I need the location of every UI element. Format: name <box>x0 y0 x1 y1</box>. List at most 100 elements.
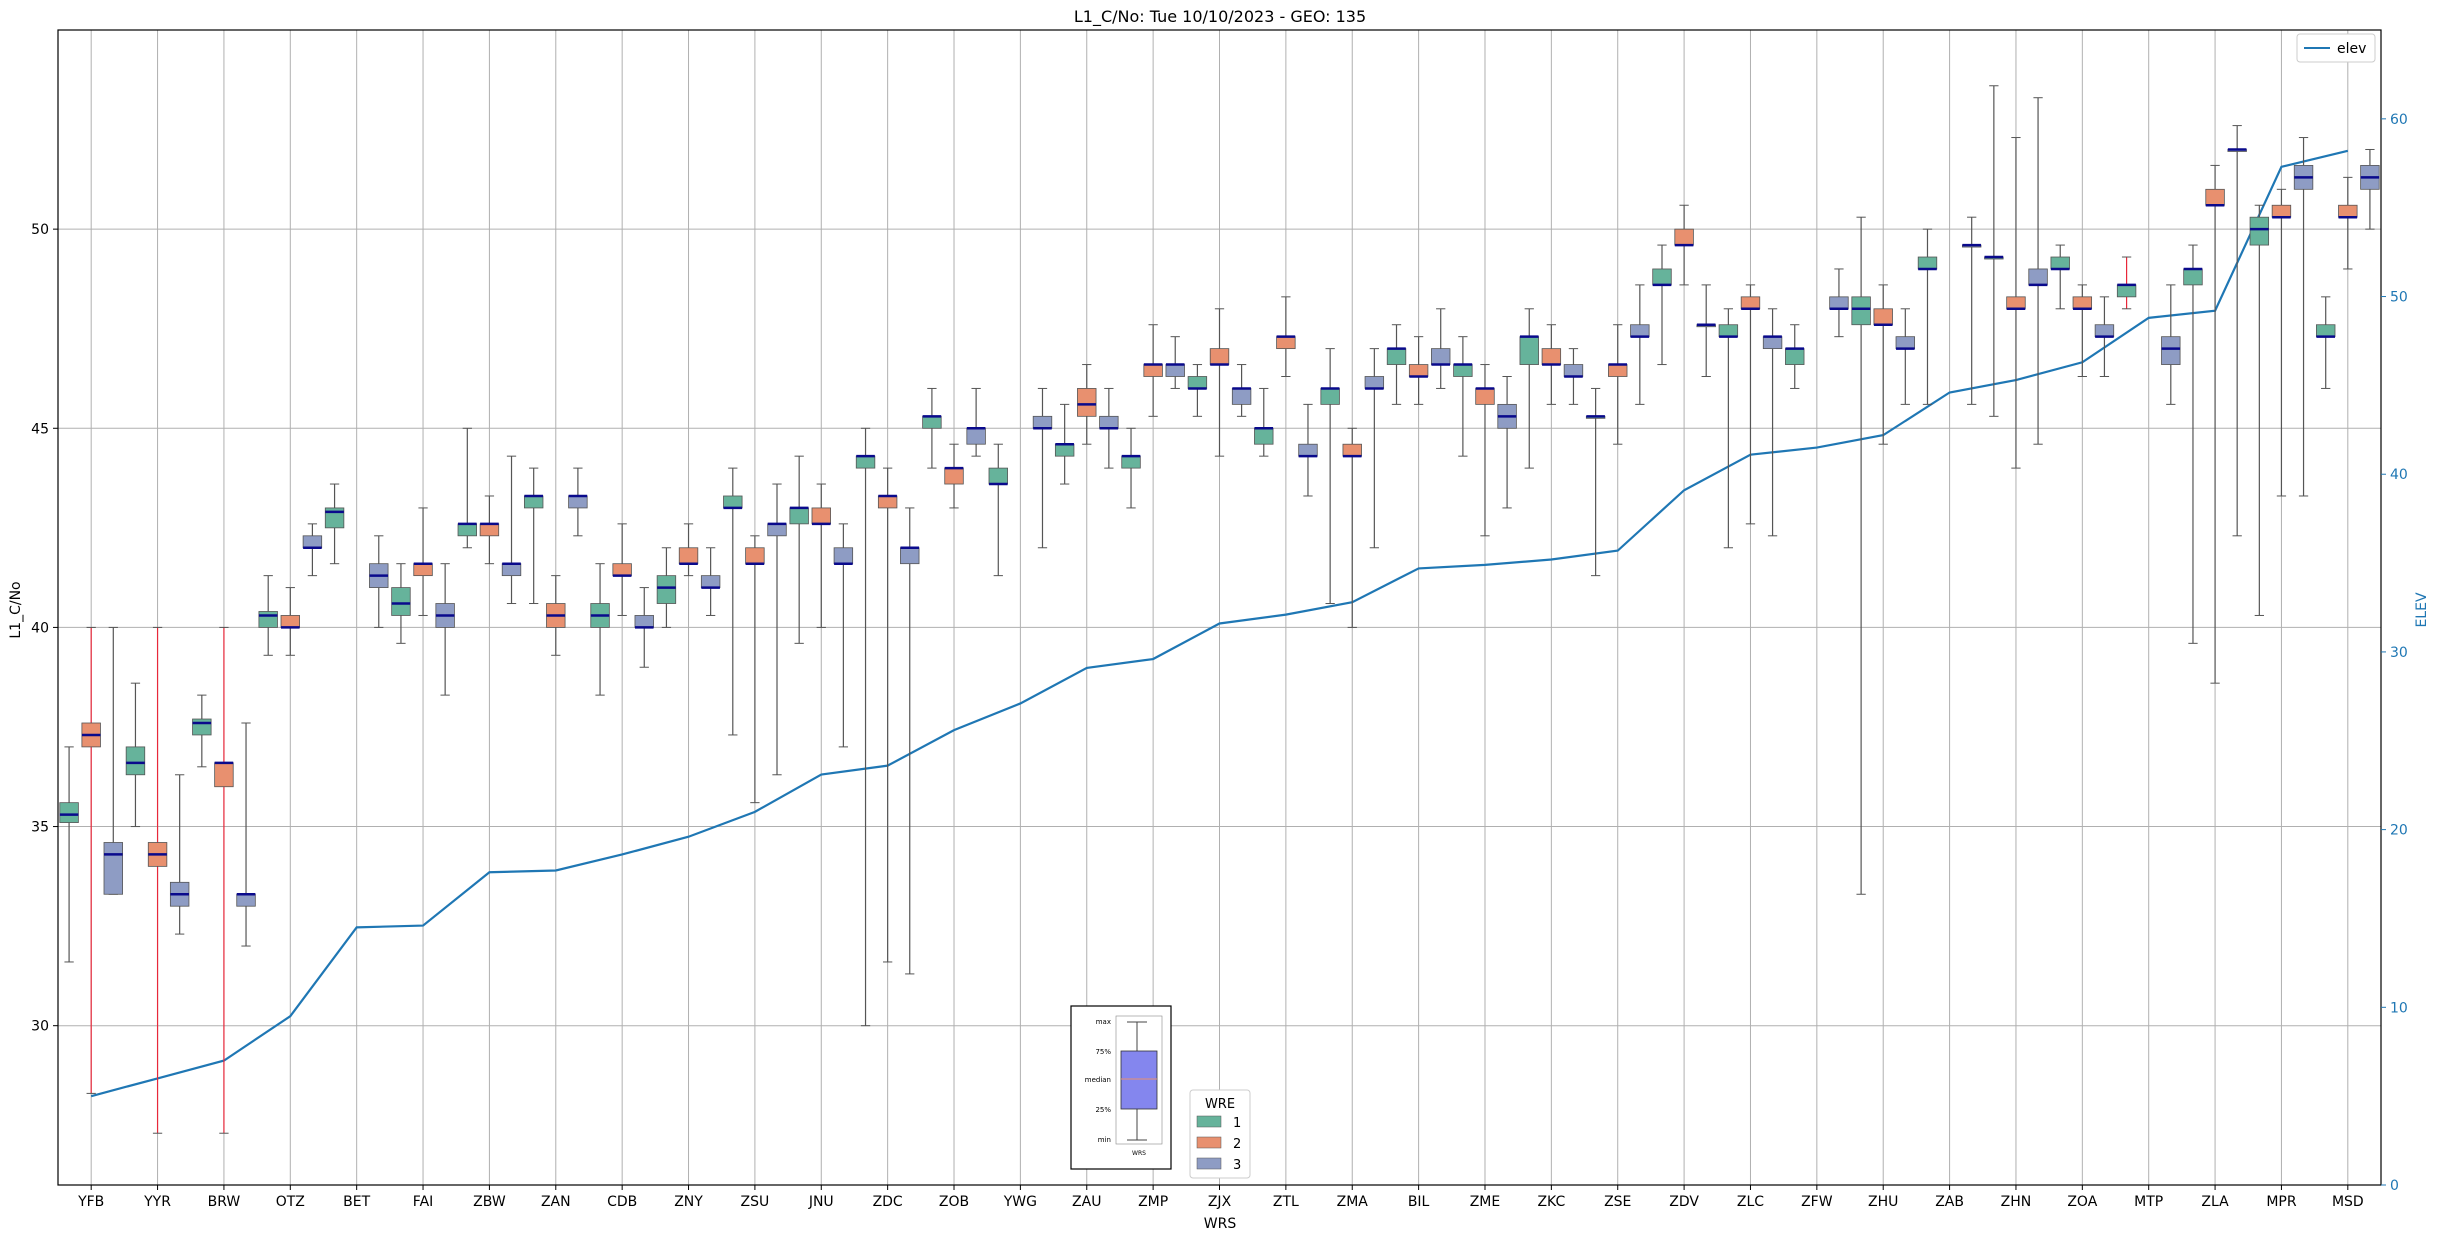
x-tick-label: YFB <box>77 1194 104 1210</box>
box-OTZ-wre1 <box>258 575 278 656</box>
box-ZJX-wre1 <box>1187 364 1208 417</box>
box-ZSE-wre1 <box>1585 387 1606 577</box>
box-ZHN-wre2 <box>2006 137 2026 469</box>
wre-legend: WRE 1 2 3 <box>1189 1089 1251 1179</box>
elev-legend-label: elev <box>2337 41 2366 57</box>
box-body <box>1032 415 1053 429</box>
box-ZME-wre3 <box>1497 376 1517 509</box>
box-MSD-wre3 <box>2360 148 2380 230</box>
x-tick-label: ZHU <box>1868 1194 1898 1210</box>
y-tick-label: 30 <box>31 1019 49 1035</box>
y2-tick-label: 10 <box>2390 1000 2408 1016</box>
box-MTP-wre1 <box>2116 256 2137 310</box>
box-body <box>1408 364 1429 377</box>
x-tick-label: ZDC <box>873 1194 903 1210</box>
inset-label-median: median <box>1085 1076 1111 1084</box>
box-FAI-wre3 <box>435 563 455 696</box>
box-YYR-wre1 <box>125 682 146 828</box>
wre-legend-swatch-3 <box>1196 1157 1222 1170</box>
box-body <box>2116 284 2137 298</box>
x-tick-label: JNU <box>808 1194 834 1210</box>
box-MTP-wre3 <box>2161 284 2181 405</box>
x-tick-label: YWG <box>1003 1194 1037 1210</box>
box-ZDC-wre1 <box>855 427 876 1027</box>
box-ZMA-wre2 <box>1342 427 1362 628</box>
box-BIL-wre1 <box>1386 324 1407 405</box>
box-body <box>2050 256 2070 270</box>
x-tick-label: ZSE <box>1604 1194 1631 1210</box>
box-YFB-wre3 <box>103 626 123 895</box>
box-body <box>391 587 411 616</box>
box-body <box>1785 348 1805 365</box>
y2-tick-label: 40 <box>2390 467 2408 483</box>
box-ZDC-wre3 <box>900 507 920 975</box>
box-body <box>811 507 831 525</box>
x-tick-label: ZMP <box>1138 1194 1168 1210</box>
box-ZDV-wre1 <box>1652 244 1672 366</box>
box-body <box>700 575 721 588</box>
box-body <box>745 547 765 565</box>
x-tick-label: YYR <box>143 1194 171 1210</box>
box-body <box>1829 296 1849 310</box>
box-YWG-wre1 <box>988 443 1008 577</box>
box-body <box>1077 388 1097 417</box>
box-body <box>2316 324 2336 338</box>
box-OTZ-wre2 <box>280 587 300 656</box>
box-FAI-wre1 <box>391 563 411 644</box>
box-ZNY-wre3 <box>700 547 721 616</box>
box-body <box>2161 336 2181 365</box>
y-tick-label: 40 <box>31 620 49 636</box>
box-body <box>2205 188 2225 206</box>
box-ZLC-wre3 <box>1762 308 1783 537</box>
box-BIL-wre2 <box>1408 336 1429 405</box>
x-tick-label: ZFW <box>1801 1194 1833 1210</box>
box-body <box>922 415 942 429</box>
box-ZBW-wre2 <box>479 495 500 565</box>
box-ZTL-wre3 <box>1298 403 1318 497</box>
box-body <box>2338 204 2358 218</box>
x-tick-label: ZOB <box>939 1194 969 1210</box>
x-tick-label: OTZ <box>276 1194 305 1210</box>
box-MPR-wre2 <box>2271 188 2292 497</box>
x-tick-label: MPR <box>2266 1194 2297 1210</box>
wre-legend-swatch-1 <box>1196 1115 1222 1128</box>
box-body <box>501 563 522 577</box>
box-ZLA-wre3 <box>2227 125 2247 537</box>
box-ZME-wre2 <box>1475 364 1495 537</box>
box-body <box>1431 348 1451 365</box>
box-ZSU-wre1 <box>723 467 743 736</box>
box-body <box>2249 216 2270 246</box>
x-tick-label: ZHN <box>2001 1194 2032 1210</box>
box-ZKC-wre3 <box>1563 348 1584 405</box>
box-body <box>258 611 278 628</box>
wre-legend-label-3: 3 <box>1233 1158 1241 1173</box>
box-body <box>523 495 544 509</box>
y-tick-label: 45 <box>31 421 49 437</box>
box-body <box>214 762 234 788</box>
box-ZKC-wre1 <box>1519 308 1539 469</box>
elev-legend: elev <box>2296 33 2376 63</box>
box-BRW-wre1 <box>192 694 212 768</box>
box-ZME-wre1 <box>1453 336 1473 457</box>
box-ZAB-wre1 <box>1917 228 1938 405</box>
x-tick-label: ZOA <box>2067 1194 2097 1210</box>
x-tick-label: ZNY <box>674 1194 703 1210</box>
x-tick-label: MSD <box>2332 1194 2364 1210</box>
x-tick-label: ZKC <box>1537 1194 1565 1210</box>
y2-tick-label: 50 <box>2390 290 2408 306</box>
y2-axis-label: ELEV <box>2414 592 2430 627</box>
wre-legend-swatch-2 <box>1196 1136 1222 1149</box>
box-YFB-wre1 <box>59 746 79 963</box>
box-body <box>2094 324 2115 338</box>
box-ZTL-wre2 <box>1276 296 1296 377</box>
box-YYR-wre2 <box>147 626 168 1134</box>
box-body <box>479 523 500 537</box>
box-ZDC-wre2 <box>877 467 898 963</box>
box-body <box>1563 364 1584 377</box>
box-body <box>2072 296 2093 310</box>
box-body <box>457 523 478 537</box>
box-BRW-wre2 <box>214 626 234 1134</box>
x-tick-label: ZAB <box>1935 1194 1964 1210</box>
box-body <box>1099 415 1119 429</box>
x-tick-label: ZLC <box>1737 1194 1764 1210</box>
